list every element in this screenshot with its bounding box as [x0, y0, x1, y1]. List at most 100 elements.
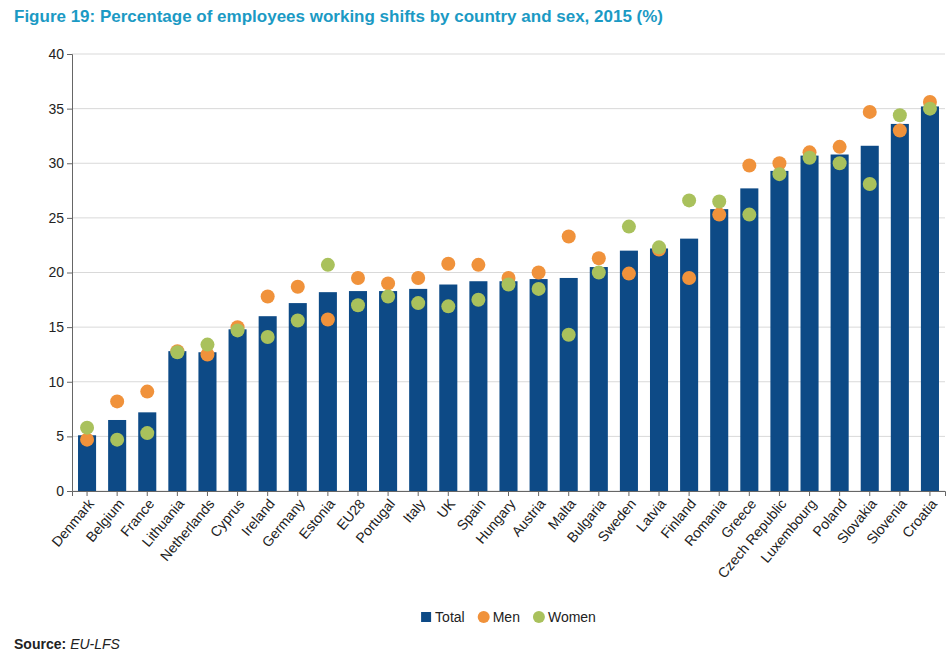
- x-tick-label: Italy: [399, 496, 428, 526]
- x-tick-mark: [327, 491, 328, 496]
- point: [140, 385, 154, 399]
- point: [622, 267, 636, 281]
- x-tick-label: Hungary: [472, 496, 518, 547]
- point: [110, 433, 124, 447]
- y-tick-label: 30: [48, 155, 64, 171]
- point: [803, 151, 817, 165]
- point: [411, 296, 425, 310]
- bar: [439, 285, 457, 491]
- y-tick: 10: [48, 374, 72, 390]
- bar: [650, 248, 668, 491]
- y-tick: 25: [48, 210, 72, 226]
- point: [321, 258, 335, 272]
- x-tick: Hungary: [472, 491, 518, 547]
- y-tick-label: 25: [48, 210, 64, 226]
- bar: [801, 156, 819, 491]
- x-tick-label: Slovenia: [863, 496, 910, 548]
- x-tick-mark: [749, 491, 750, 496]
- point: [622, 220, 636, 234]
- x-tick: UK: [434, 491, 459, 521]
- x-tick-mark: [508, 491, 509, 496]
- bar: [259, 316, 277, 491]
- legend-item: Men: [478, 609, 520, 625]
- x-tick: Portugal: [352, 491, 398, 546]
- bar: [469, 281, 487, 491]
- point: [411, 271, 425, 285]
- point: [712, 194, 726, 208]
- x-tick-mark: [87, 491, 88, 496]
- x-tick: Estonia: [296, 491, 338, 542]
- x-tick-label: Estonia: [296, 496, 338, 542]
- point: [833, 140, 847, 154]
- point: [261, 290, 275, 304]
- point: [562, 328, 576, 342]
- y-tick: 0: [56, 483, 72, 499]
- point: [893, 123, 907, 137]
- bar: [409, 289, 427, 491]
- x-axis: DenmarkBelgiumFranceLithuaniaNetherlands…: [48, 491, 945, 581]
- y-tick: 40: [48, 46, 72, 62]
- grid: [72, 54, 945, 491]
- bar: [740, 188, 758, 491]
- x-tick: Sweden: [594, 491, 639, 545]
- legend-item: Total: [421, 609, 465, 625]
- point: [712, 208, 726, 222]
- y-tick: 15: [48, 319, 72, 335]
- title: Figure 19: Percentage of employees worki…: [14, 7, 663, 26]
- x-tick: Italy: [399, 491, 428, 526]
- point: [652, 240, 666, 254]
- bar: [770, 171, 788, 491]
- point: [532, 282, 546, 296]
- x-tick-mark: [719, 491, 720, 496]
- bar: [198, 352, 216, 491]
- y-tick-mark: [67, 273, 72, 274]
- bar: [590, 267, 608, 491]
- bar: [530, 279, 548, 491]
- y-tick-label: 40: [48, 46, 64, 62]
- source: Source:EU-LFS: [14, 636, 121, 652]
- x-tick-label: UK: [434, 495, 459, 521]
- x-tick-label: Austria: [508, 496, 548, 540]
- y-tick-mark: [67, 491, 72, 492]
- point: [200, 338, 214, 352]
- point: [80, 433, 94, 447]
- point: [863, 105, 877, 119]
- bar: [560, 278, 578, 491]
- x-tick-mark: [899, 491, 900, 496]
- source-label: Source:: [14, 636, 66, 652]
- x-tick-mark: [839, 491, 840, 496]
- x-tick: Germany: [259, 491, 308, 550]
- y-tick-mark: [67, 327, 72, 328]
- bar: [921, 106, 939, 491]
- point: [863, 177, 877, 191]
- x-tick-mark: [779, 491, 780, 496]
- point: [742, 158, 756, 172]
- y-tick-mark: [67, 382, 72, 383]
- x-tick: Slovenia: [863, 491, 910, 547]
- x-tick-label: Romania: [681, 496, 729, 549]
- point: [562, 229, 576, 243]
- y-tick-label: 10: [48, 374, 64, 390]
- bar: [710, 209, 728, 491]
- bar: [229, 329, 247, 491]
- x-axis-line: [73, 492, 946, 497]
- bar: [680, 239, 698, 491]
- x-tick-mark: [869, 491, 870, 496]
- bar: [620, 251, 638, 491]
- bar: [289, 303, 307, 491]
- y-tick-mark: [67, 109, 72, 110]
- x-tick-mark: [568, 491, 569, 496]
- x-tick-mark: [448, 491, 449, 496]
- grid-line: [72, 54, 945, 55]
- source-text: EU-LFS: [70, 636, 120, 652]
- point: [441, 257, 455, 271]
- y-tick-mark: [67, 163, 72, 164]
- series-total: [78, 106, 939, 491]
- point: [231, 323, 245, 337]
- y-tick-mark: [67, 436, 72, 437]
- point: [351, 298, 365, 312]
- x-tick-mark: [689, 491, 690, 496]
- legend-swatch: [421, 612, 431, 622]
- point: [592, 266, 606, 280]
- point: [351, 271, 365, 285]
